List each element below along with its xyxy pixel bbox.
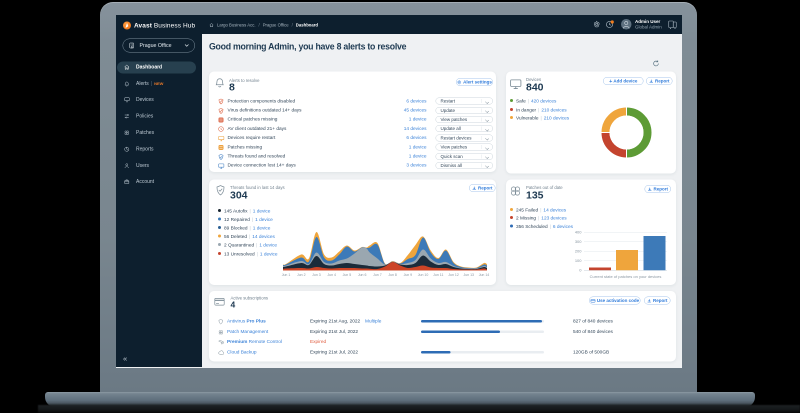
svg-text:Jun 10: Jun 10 <box>418 273 429 277</box>
svg-text:Jun 8: Jun 8 <box>388 273 397 277</box>
svg-text:200: 200 <box>575 249 582 254</box>
svg-text:Jun 3: Jun 3 <box>312 273 321 277</box>
svg-text:100: 100 <box>575 258 582 263</box>
svg-text:400: 400 <box>575 230 582 235</box>
svg-text:Current state of patches on yo: Current state of patches on your devices <box>590 274 662 279</box>
svg-text:Jun 6: Jun 6 <box>358 273 367 277</box>
svg-text:Jun 9: Jun 9 <box>404 273 413 277</box>
svg-text:Jun 13: Jun 13 <box>463 273 474 277</box>
svg-text:Jun 11: Jun 11 <box>433 273 443 277</box>
svg-text:Jun 12: Jun 12 <box>448 273 459 277</box>
svg-text:Jun 7: Jun 7 <box>373 273 382 277</box>
svg-text:300: 300 <box>575 239 582 244</box>
svg-text:Jun 1: Jun 1 <box>282 273 291 277</box>
svg-text:Jun 2: Jun 2 <box>297 273 306 277</box>
svg-text:Jun 4: Jun 4 <box>327 273 336 277</box>
svg-text:Jun 14: Jun 14 <box>479 273 490 277</box>
svg-text:0: 0 <box>579 268 582 273</box>
svg-text:Jun 5: Jun 5 <box>343 273 352 277</box>
